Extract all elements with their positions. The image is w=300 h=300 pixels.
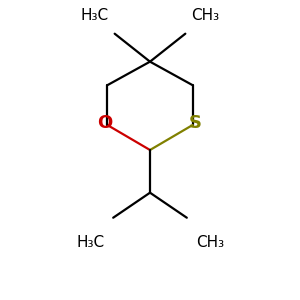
Text: CH₃: CH₃ (191, 8, 219, 23)
Text: H₃C: H₃C (76, 236, 104, 250)
Text: H₃C: H₃C (81, 8, 109, 23)
Text: S: S (189, 114, 202, 132)
Text: CH₃: CH₃ (196, 236, 224, 250)
Text: O: O (97, 114, 112, 132)
